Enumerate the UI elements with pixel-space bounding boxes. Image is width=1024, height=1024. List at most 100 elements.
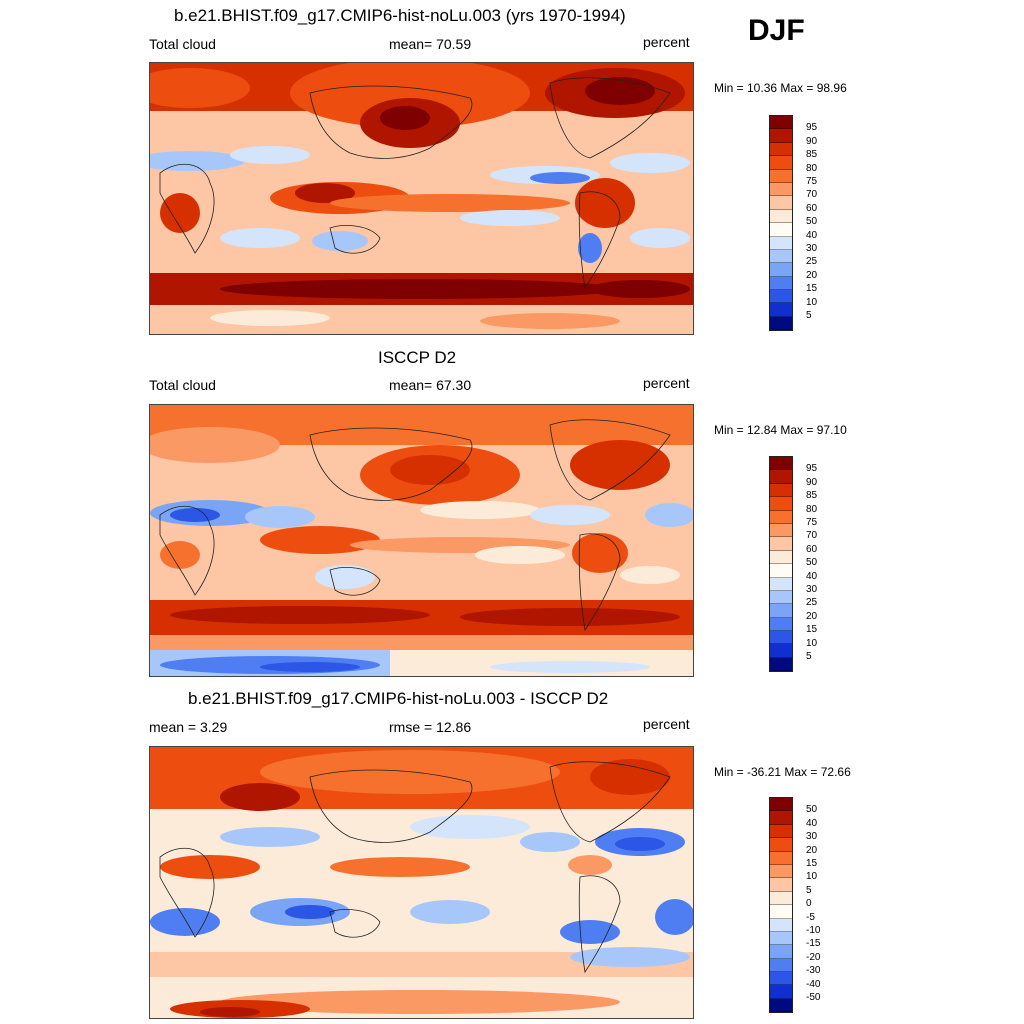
colorbar-swatch <box>770 644 792 658</box>
colorbar-level-label: -50 <box>806 992 821 1003</box>
panel1-map <box>149 62 694 335</box>
colorbar-swatch <box>770 958 792 973</box>
colorbar-level-label: 90 <box>806 476 818 488</box>
colorbar-swatch <box>770 631 792 645</box>
panel3-map <box>149 746 694 1019</box>
colorbar-swatch <box>770 811 792 825</box>
panel3-title: b.e21.BHIST.f09_g17.CMIP6-hist-noLu.003 … <box>188 689 609 708</box>
panel1-minmax: Min = 10.36 Max = 98.96 <box>714 81 847 95</box>
panel1-units: percent <box>643 34 690 50</box>
colorbar-swatch <box>770 169 792 183</box>
colorbar-level-label: 30 <box>806 243 818 254</box>
colorbar-level-label: 20 <box>806 269 818 281</box>
panel3-minmax: Min = -36.21 Max = 72.66 <box>714 765 851 779</box>
colorbar-swatch <box>770 891 792 906</box>
colorbar-swatch <box>770 998 792 1013</box>
colorbar-level-label: 85 <box>806 490 818 502</box>
colorbar-swatch <box>770 931 792 946</box>
colorbar-level-label: 10 <box>806 296 818 308</box>
colorbar-swatch <box>770 838 792 852</box>
colorbar-level-label: 60 <box>806 202 818 214</box>
panel2-units: percent <box>643 375 690 391</box>
panel2-minmax: Min = 12.84 Max = 97.10 <box>714 423 847 437</box>
colorbar-swatch <box>770 798 792 812</box>
colorbar-swatch <box>770 142 792 157</box>
colorbar-swatch <box>770 457 792 471</box>
colorbar-level-label: 40 <box>806 570 818 582</box>
colorbar-swatch <box>770 918 792 932</box>
colorbar-swatch <box>770 537 792 551</box>
colorbar-swatch <box>770 851 792 865</box>
panel2-colorbar <box>769 456 793 673</box>
colorbar-swatch <box>770 523 792 538</box>
colorbar-swatch <box>770 878 792 892</box>
panel3-colorbar <box>769 797 793 1014</box>
colorbar-level-label: 15 <box>806 283 818 295</box>
colorbar-level-label: 5 <box>806 310 812 321</box>
colorbar-level-label: 50 <box>806 804 818 816</box>
colorbar-swatch <box>770 223 792 237</box>
colorbar-swatch <box>770 156 792 170</box>
colorbar-level-label: -15 <box>806 938 821 950</box>
colorbar-level-label: 25 <box>806 597 818 609</box>
colorbar-level-label: 70 <box>806 530 818 542</box>
colorbar-swatch <box>770 129 792 143</box>
colorbar-swatch <box>770 657 792 672</box>
colorbar-swatch <box>770 497 792 511</box>
colorbar-level-label: -40 <box>806 978 821 990</box>
colorbar-level-label: 5 <box>806 884 812 896</box>
colorbar-swatch <box>770 263 792 277</box>
colorbar-level-label: 85 <box>806 149 818 161</box>
colorbar-level-label: 40 <box>806 229 818 241</box>
season-label: DJF <box>748 14 805 47</box>
colorbar-level-label: 80 <box>806 162 818 174</box>
colorbar-swatch <box>770 249 792 264</box>
colorbar-swatch <box>770 985 792 999</box>
colorbar-swatch <box>770 483 792 498</box>
colorbar-level-label: -10 <box>806 925 821 936</box>
colorbar-level-label: 10 <box>806 637 818 649</box>
panel3-rmse: rmse = 12.86 <box>389 719 472 735</box>
colorbar-swatch <box>770 564 792 578</box>
colorbar-swatch <box>770 470 792 484</box>
panel1-left-label: Total cloud <box>149 36 216 52</box>
colorbar-swatch <box>770 316 792 331</box>
colorbar-swatch <box>770 905 792 919</box>
colorbar-level-label: 60 <box>806 543 818 555</box>
colorbar-level-label: 25 <box>806 256 818 268</box>
panel1-title: b.e21.BHIST.f09_g17.CMIP6-hist-noLu.003 … <box>174 6 626 25</box>
colorbar-swatch <box>770 577 792 591</box>
panel2-map <box>149 404 694 677</box>
colorbar-swatch <box>770 510 792 524</box>
colorbar-swatch <box>770 290 792 304</box>
colorbar-level-label: 10 <box>806 871 818 883</box>
colorbar-swatch <box>770 945 792 959</box>
panel1-colorbar <box>769 115 793 332</box>
colorbar-level-label: 15 <box>806 858 818 869</box>
panel1-mean: mean= 70.59 <box>389 36 472 52</box>
colorbar-level-label: 40 <box>806 817 818 829</box>
colorbar-swatch <box>770 824 792 839</box>
colorbar-swatch <box>770 864 792 879</box>
colorbar-swatch <box>770 550 792 565</box>
colorbar-swatch <box>770 209 792 224</box>
colorbar-level-label: 50 <box>806 216 818 228</box>
panel3-units: percent <box>643 716 690 732</box>
colorbar-level-label: -5 <box>806 911 815 923</box>
colorbar-swatch <box>770 276 792 291</box>
panel3-mean: mean = 3.29 <box>149 719 228 735</box>
colorbar-level-label: 30 <box>806 584 818 595</box>
colorbar-level-label: 0 <box>806 898 812 910</box>
colorbar-swatch <box>770 182 792 197</box>
colorbar-level-label: -20 <box>806 951 821 963</box>
panel2-left-label: Total cloud <box>149 377 216 393</box>
colorbar-swatch <box>770 236 792 250</box>
colorbar-level-label: 15 <box>806 624 818 636</box>
colorbar-level-label: 95 <box>806 122 818 134</box>
colorbar-swatch <box>770 116 792 130</box>
colorbar-swatch <box>770 604 792 618</box>
colorbar-level-label: 95 <box>806 463 818 475</box>
colorbar-swatch <box>770 196 792 210</box>
colorbar-swatch <box>770 972 792 986</box>
colorbar-level-label: 75 <box>806 517 818 528</box>
